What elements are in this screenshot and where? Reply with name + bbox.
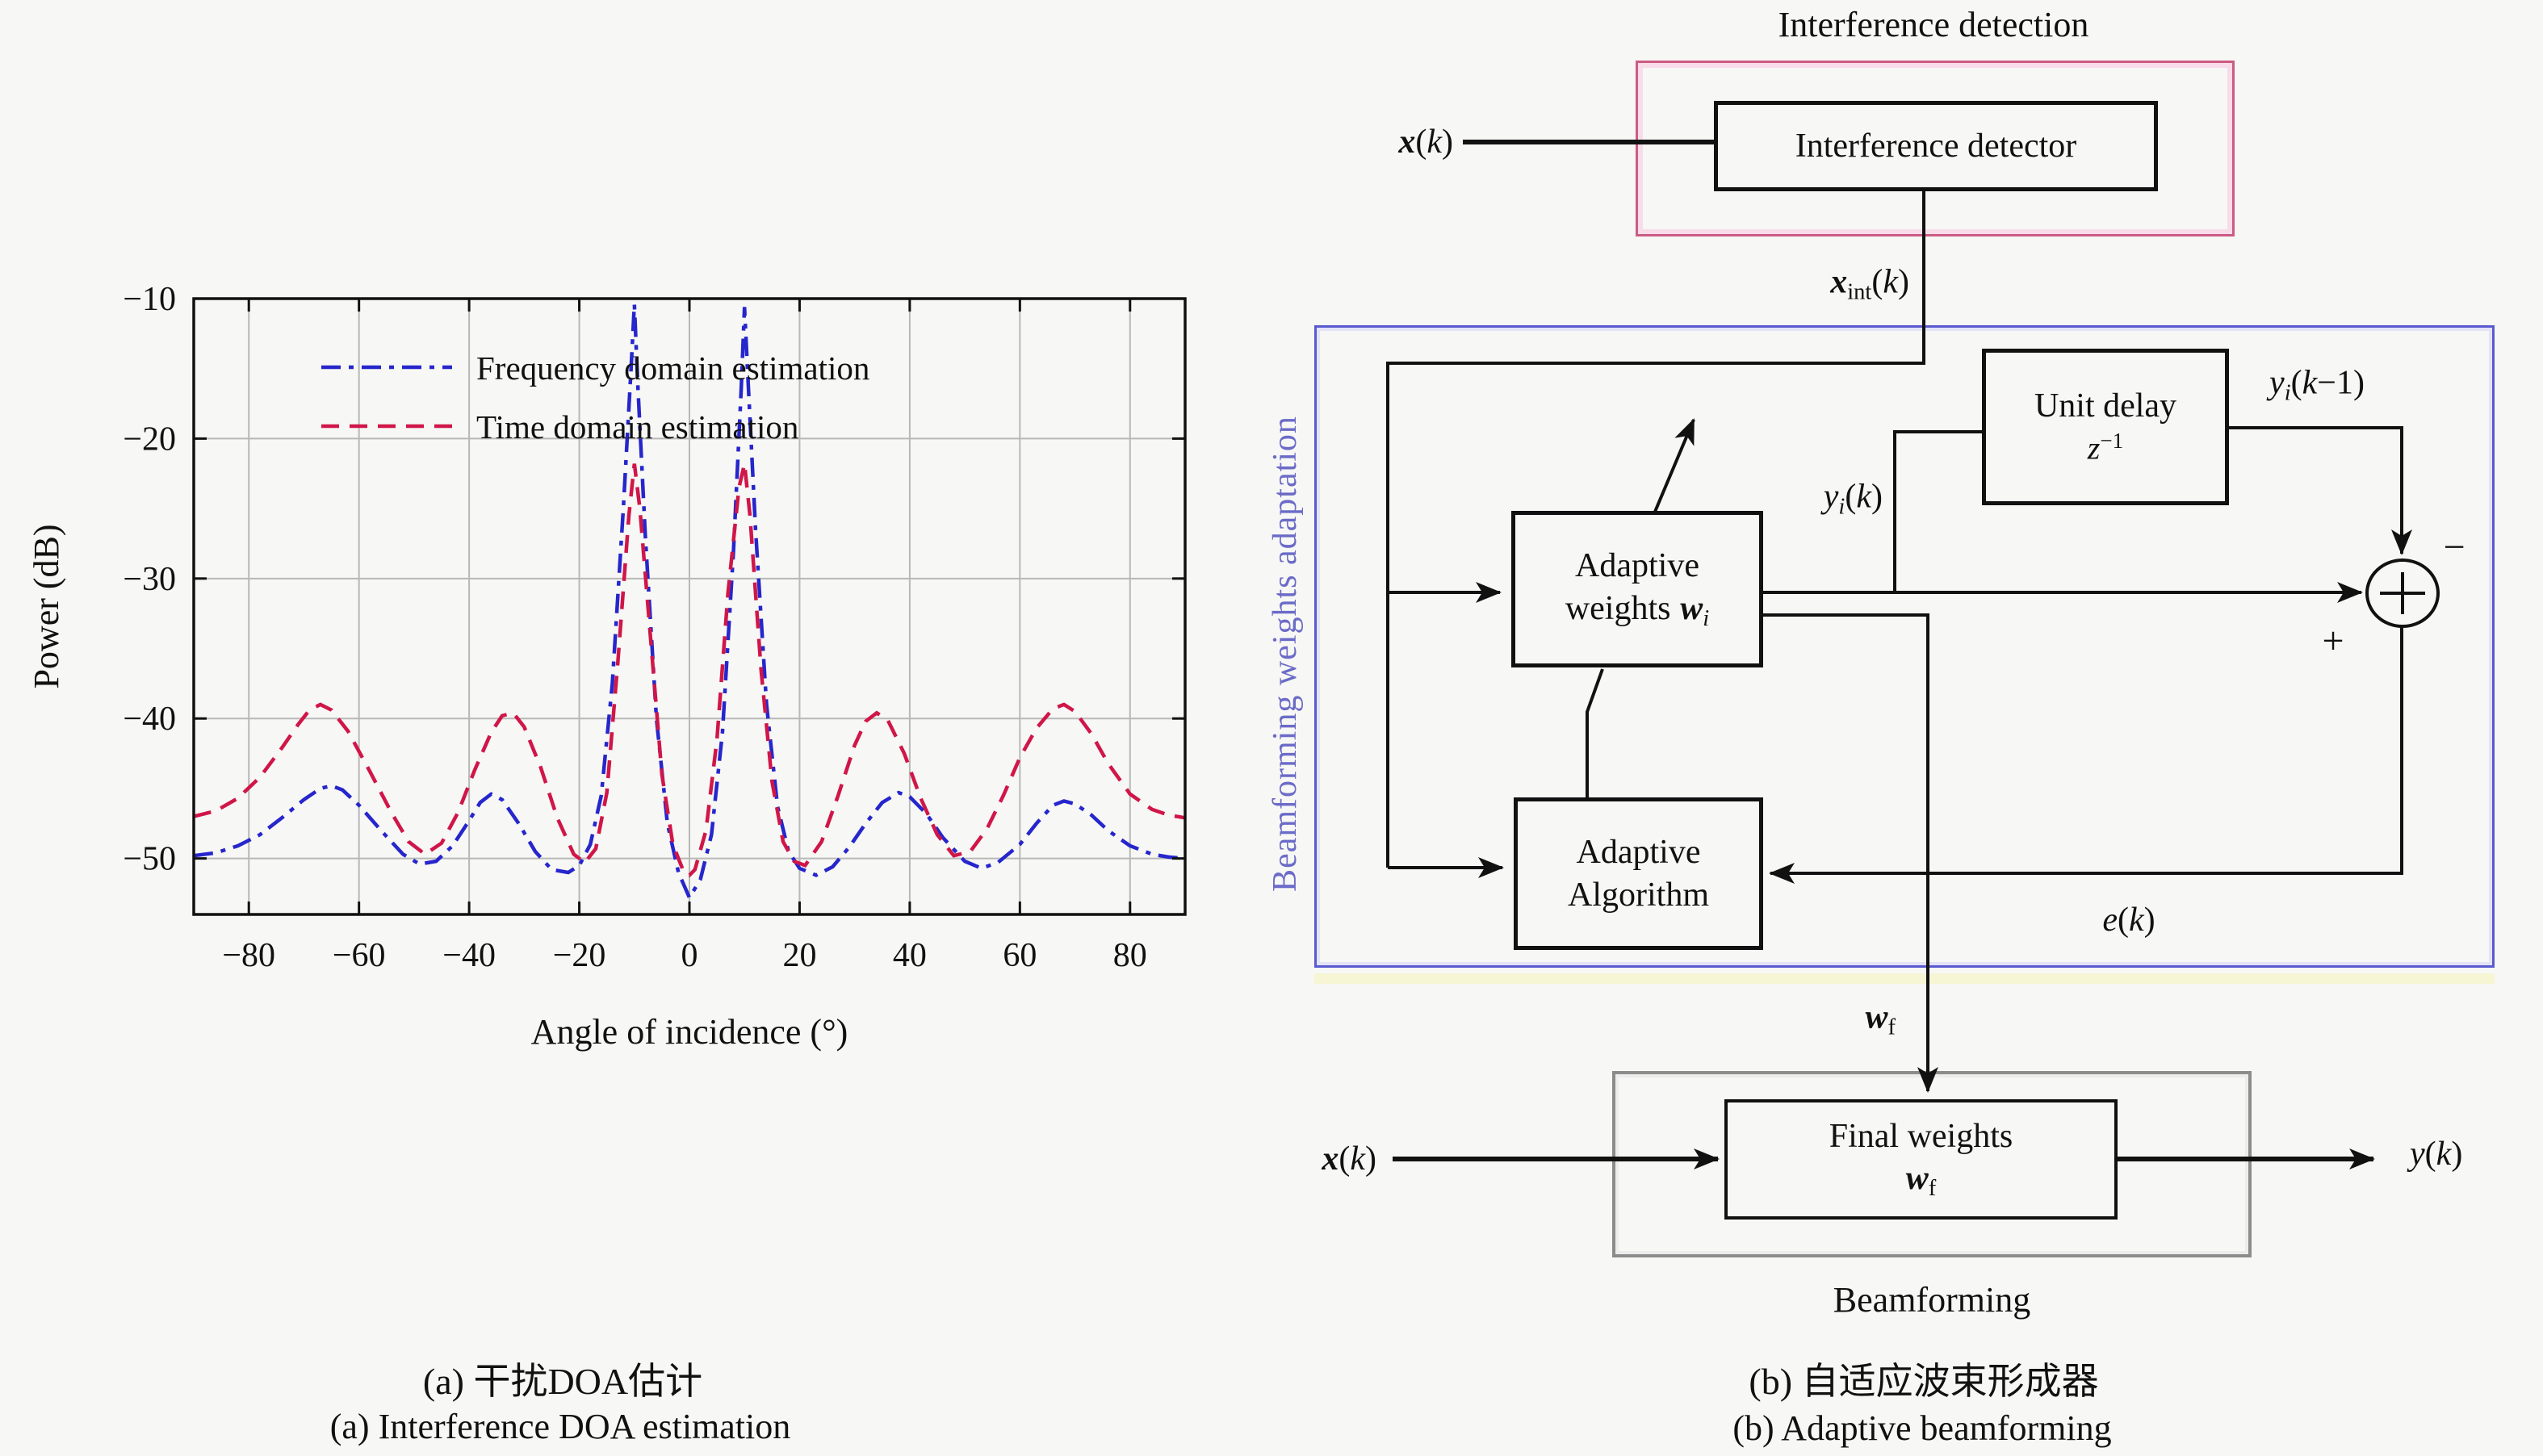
- final-weights-block: Final weights wf: [1724, 1099, 2118, 1220]
- xtick-label: −60: [333, 937, 386, 974]
- weights-adaptation-groupbox: [1314, 325, 2495, 968]
- curve-time-domain-estimation: [193, 463, 1186, 878]
- weights-word: weights: [1565, 589, 1671, 627]
- wire-xint-feed: [1386, 191, 1925, 868]
- legend-label-1: Time domain estimation: [476, 408, 798, 446]
- ytick-label: −50: [123, 841, 176, 878]
- summation-node: [2365, 559, 2440, 628]
- interference-detector-block: Interference detector: [1714, 101, 2158, 191]
- doa-estimation-chart: −80 −60 −40 −20 0 20 40 60 80 −10 −20 −30 −40 −50 Angl…: [27, 281, 1187, 1052]
- x-axis-label: Angle of incidence (°): [531, 1012, 848, 1052]
- adaptive-weights-line2: weights wi: [1565, 588, 1709, 634]
- wire-yik1-to-summator: [2229, 426, 2412, 555]
- interference-detection-title: Interference detection: [1778, 5, 2089, 44]
- xtick-label: 80: [1113, 937, 1147, 974]
- curve-frequency-domain-estimation: [193, 303, 1186, 902]
- summator-plus-sign: +: [2322, 619, 2344, 663]
- diagram-wires: [1386, 140, 2412, 1169]
- caption-b-english: (b) Adaptive beamforming: [1732, 1408, 2112, 1448]
- xint-label: xint(k): [1830, 263, 1909, 305]
- xtick-label: −20: [553, 937, 606, 974]
- yk-label: y(k): [2410, 1136, 2463, 1173]
- wi-symbol: wi: [1680, 589, 1710, 631]
- yik-label: yi(k): [1823, 478, 1883, 520]
- wire-beam-arrow: [1653, 418, 1695, 513]
- plus-cross-icon: [2380, 572, 2425, 614]
- xtick-label: 40: [893, 937, 927, 974]
- adaptive-weights-line1: Adaptive: [1575, 547, 1699, 585]
- ytick-label: −40: [123, 701, 176, 738]
- legend-label-0: Frequency domain estimation: [476, 349, 869, 387]
- adaptive-algorithm-line1: Adaptive: [1576, 834, 1701, 871]
- ytick-label: −10: [123, 281, 176, 318]
- xtick-label: 0: [681, 937, 698, 974]
- final-weights-wf-symbol: wf: [1905, 1160, 1937, 1202]
- beamforming-group-label: Beamforming: [1833, 1280, 2031, 1320]
- wire-algorithm-to-weights: [1586, 668, 1604, 799]
- interference-detection-groupbox: [1636, 61, 2235, 236]
- xtick-label: −40: [442, 937, 496, 974]
- caption-a-english: (a) Interference DOA estimation: [329, 1407, 791, 1446]
- wire-ek-feedback: [1769, 626, 2403, 884]
- caption-a-chinese: (a) 干扰DOA估计: [422, 1361, 703, 1402]
- xtick-label: 60: [1003, 937, 1037, 974]
- unit-delay-block: Unit delay z−1: [1982, 349, 2229, 505]
- xk-bottom-label: x(k): [1322, 1140, 1376, 1178]
- z-inverse-label: z−1: [2087, 429, 2124, 467]
- adaptive-algorithm-block: Adaptive Algorithm: [1514, 797, 1763, 950]
- wf-label: wf: [1865, 998, 1896, 1040]
- caption-b-chinese: (b) 自适应波束形成器: [1749, 1361, 2099, 1402]
- wire-yik-to-unit-delay: [1893, 430, 1984, 594]
- adaptive-algorithm-line2: Algorithm: [1568, 876, 1709, 914]
- yik1-label: yi(k−1): [2269, 364, 2365, 406]
- ytick-label: −20: [123, 420, 176, 458]
- interference-detector-label: Interference detector: [1795, 127, 2077, 165]
- xk-top-label: x(k): [1398, 123, 1453, 161]
- ek-label: e(k): [2102, 902, 2155, 939]
- yellow-strip-artifact: [1314, 973, 2495, 984]
- unit-delay-label: Unit delay: [2034, 387, 2177, 425]
- summator-minus-sign: −: [2443, 525, 2465, 569]
- xtick-label: 20: [782, 937, 816, 974]
- y-axis-label: Power (dB): [27, 524, 66, 688]
- final-weights-line1: Final weights: [1829, 1117, 2013, 1155]
- xtick-label: −80: [222, 937, 275, 974]
- wire-wf-to-final-weights: [1763, 613, 1938, 1093]
- adaptation-rotated-label: Beamforming weights adaptation: [1267, 416, 1304, 892]
- ytick-label: −30: [123, 561, 176, 598]
- adaptive-weights-block: Adaptive weights wi: [1511, 511, 1763, 667]
